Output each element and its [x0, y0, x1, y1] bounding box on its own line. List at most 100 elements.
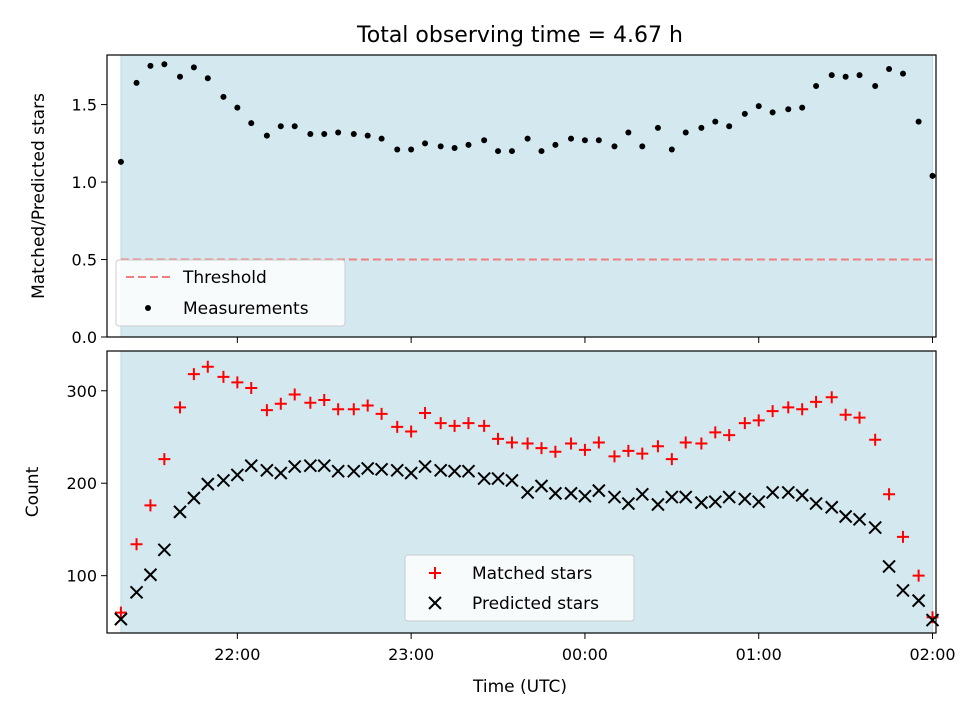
matched-star-point — [448, 419, 461, 432]
legend-box — [115, 259, 346, 327]
measurement-point — [625, 129, 632, 136]
predicted-star-point — [911, 593, 926, 608]
y-tick-label: 300 — [66, 382, 97, 401]
matched-star-point — [332, 403, 345, 416]
matched-star-point — [158, 453, 171, 466]
predicted-star-point — [621, 496, 636, 511]
measurement-point — [117, 158, 124, 165]
measurement-point — [161, 61, 168, 68]
y-tick-label: 1.5 — [72, 96, 97, 115]
predicted-star-point — [635, 487, 649, 502]
matched-star-point — [419, 406, 432, 419]
predicted-star-point — [548, 486, 563, 501]
predicted-star-point — [765, 485, 780, 500]
matched-star-point — [535, 442, 548, 455]
matched-star-point — [810, 395, 823, 408]
matched-star-point — [405, 425, 418, 438]
measurement-point — [248, 120, 255, 127]
predicted-star-point — [461, 464, 476, 478]
predicted-star-point — [143, 568, 158, 582]
measurement-point — [682, 129, 689, 136]
predicted-star-point — [274, 466, 288, 480]
measurement-point — [451, 144, 458, 151]
predicted-star-point — [114, 612, 128, 626]
x-tick-label: 01:00 — [736, 645, 782, 664]
matched-star-point — [636, 447, 649, 460]
predicted-star-point — [317, 458, 331, 473]
matched-star-point — [114, 606, 127, 619]
legend-threshold-label: Threshold — [182, 268, 267, 288]
bottom-panel: 100 200 300 22:00 23:00 00:00 01:00 02:00 Matche… — [66, 350, 956, 664]
matched-star-point — [375, 407, 388, 420]
matched-star-point — [361, 399, 374, 412]
matched-star-point — [592, 436, 605, 449]
predicted-star-point — [477, 471, 491, 486]
legend-box — [404, 554, 635, 622]
measurement-point — [307, 131, 314, 138]
matched-star-point — [883, 488, 896, 501]
measurement-point — [263, 132, 270, 139]
predicted-star-point — [722, 490, 736, 504]
predicted-star-point — [505, 473, 519, 488]
matched-star-point — [318, 394, 331, 407]
predicted-star-point — [390, 463, 404, 477]
matched-star-point — [187, 368, 200, 381]
predicted-star-point — [491, 471, 505, 486]
y-tick-label: 100 — [66, 567, 97, 586]
measurement-point — [654, 124, 661, 131]
matched-star-point — [347, 403, 360, 416]
legend-predicted-label: Predicted stars — [472, 594, 599, 614]
measurement-point — [568, 135, 575, 142]
predicted-star-point — [447, 464, 462, 478]
measurement-point — [378, 135, 385, 142]
measurement-point — [552, 141, 559, 148]
measurement-point — [508, 148, 515, 155]
y-tick-label: 200 — [66, 474, 97, 493]
matched-star-point — [217, 370, 230, 383]
matched-star-point — [679, 436, 692, 449]
measurement-point — [538, 148, 545, 155]
measurement-point — [741, 110, 748, 117]
predicted-star-point — [809, 496, 823, 511]
measurement-point — [769, 109, 776, 116]
x-tick-label: 22:00 — [214, 645, 260, 664]
legend-measurements-swatch — [145, 305, 151, 311]
legend-matched-swatch — [429, 567, 441, 579]
bottom-xlabel: Time (UTC) — [472, 677, 567, 697]
predicted-star-point — [679, 490, 693, 504]
matched-star-point — [839, 408, 852, 421]
measurement-point — [277, 123, 284, 130]
measurement-point — [595, 137, 602, 144]
predicted-star-point — [331, 464, 345, 478]
predicted-star-point — [578, 489, 592, 503]
matched-star-point — [288, 388, 301, 401]
measurement-point — [929, 172, 936, 179]
chart-title: Total observing time = 4.67 h — [356, 23, 683, 48]
matched-star-point — [304, 396, 317, 409]
matched-star-point — [565, 437, 578, 450]
measurement-point — [364, 132, 371, 139]
top-panel: 0.0 0.5 1.0 1.5 Threshold Measurements — [72, 54, 937, 347]
measurement-point — [147, 62, 154, 69]
measurement-point — [291, 123, 298, 130]
matched-star-point — [391, 420, 404, 433]
predicted-star-point — [738, 492, 752, 506]
matched-star-point — [766, 405, 779, 418]
predicted-star-point — [187, 491, 201, 505]
predicted-star-point — [592, 483, 606, 498]
predicted-star-point — [534, 479, 549, 493]
measurement-point — [204, 75, 211, 82]
matched-star-point — [492, 432, 505, 445]
predicted-star-point — [433, 463, 448, 477]
predicted-star-point — [781, 485, 795, 500]
predicted-star-point — [287, 459, 302, 474]
predicted-star-point — [825, 500, 839, 514]
predicted-star-point — [360, 461, 375, 476]
matched-star-point — [752, 414, 765, 427]
measurement-point — [133, 79, 140, 86]
measurement-point — [668, 146, 675, 153]
measurement-point — [422, 140, 429, 147]
matched-star-point — [608, 450, 621, 463]
predicted-star-point — [230, 468, 245, 482]
measurement-point — [437, 143, 444, 150]
